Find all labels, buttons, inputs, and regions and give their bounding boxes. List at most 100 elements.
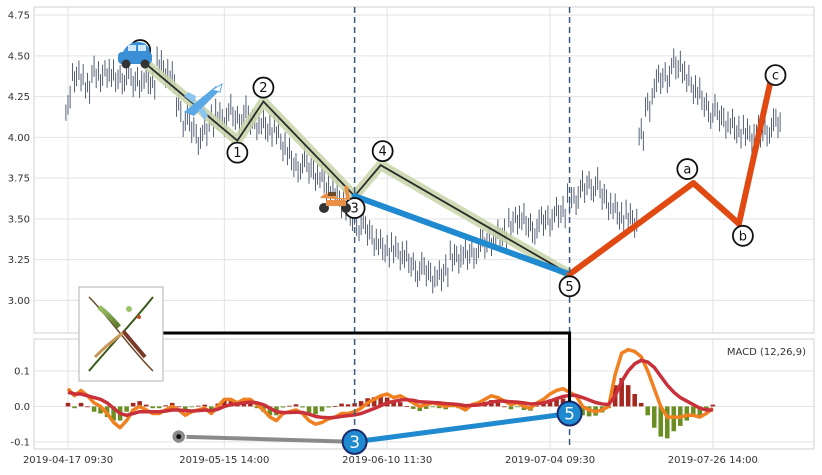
macd-histogram-bar (182, 406, 188, 412)
macd-histogram-bar (313, 406, 318, 415)
macd-histogram-bar (554, 398, 559, 407)
macd-histogram-bar (326, 406, 331, 408)
price-y-tick-label: 3.75 (8, 174, 30, 185)
price-y-tick-label: 4.75 (8, 11, 30, 22)
wave-lines (145, 63, 775, 278)
macd-histogram-bar (358, 401, 364, 407)
macd-histogram-bar (430, 406, 436, 408)
macd-histogram-bar (195, 405, 201, 407)
x-tick-label: 2019-04-17 09:30 (23, 455, 113, 466)
wave-label-circle (252, 76, 275, 99)
macd-histogram-bar (450, 406, 455, 408)
macd-histogram-bar (410, 406, 416, 409)
macd-histogram-bar (684, 406, 690, 421)
macd-panel: -0.10.00.1 35 MACD (12,26,9) 2019-04-17 … (10, 338, 815, 466)
price-y-tick-label: 4.00 (8, 133, 30, 144)
macd-histogram-bar (98, 406, 103, 414)
price-gridlines (34, 7, 814, 333)
macd-histogram-bar (691, 406, 696, 418)
price-y-tick-label: 3.50 (8, 214, 30, 225)
macd-histogram-bar (417, 406, 423, 412)
macd-histogram-bar (697, 406, 703, 416)
wave-label-b: b (739, 229, 747, 244)
macd-histogram-bar (248, 403, 253, 407)
airplane-icon (184, 82, 223, 120)
macd-histogram-bar (300, 406, 305, 408)
macd-histogram-bar (209, 406, 214, 410)
wave-1-5-line (145, 63, 571, 276)
x-axis: 2019-04-17 09:30 2019-05-15 14:00 2019-06-… (23, 455, 758, 466)
macd-lines (66, 347, 714, 430)
macd-histogram-bar (664, 406, 670, 439)
macd-histogram-bar (371, 397, 377, 407)
x-tick-label: 2019-07-04 09:30 (505, 455, 595, 466)
macd-histogram-bar (150, 406, 155, 409)
macd-histogram-bar (710, 404, 716, 407)
macd-histogram-bar (137, 401, 142, 407)
macd-histogram-bar (345, 404, 351, 407)
macd-histogram-bar (85, 406, 90, 408)
macd-histogram-bar (397, 402, 403, 407)
macd-histogram-bar (156, 406, 162, 409)
macd-histogram-bar (339, 403, 344, 407)
macd-histogram-bar (72, 406, 77, 409)
wave-label-5: 5 (565, 280, 573, 295)
macd-histogram-bar (222, 399, 227, 407)
macd-histogram-bar (534, 405, 540, 407)
price-y-tick-label: 4.25 (8, 92, 30, 103)
macd-histogram-bar (404, 406, 409, 407)
macd-wave-overlay: 35 (170, 400, 583, 455)
wave-label-2: 2 (259, 81, 267, 96)
macd-legend: MACD (12,26,9) (727, 347, 806, 358)
price-y-axis: 3.00 3.25 3.50 3.75 4.00 4.25 4.50 4.75 (8, 11, 30, 307)
macd-histogram-bar (495, 402, 501, 407)
macd-histogram-bar (169, 402, 175, 407)
macd-histogram-bar (580, 406, 585, 416)
macd-histogram-bar (235, 405, 240, 407)
macd-histogram-bar (202, 404, 208, 407)
x-tick-label: 2019-06-10 11:30 (342, 455, 432, 466)
macd-histogram-bar (541, 402, 546, 407)
macd-histogram-bar (632, 394, 637, 407)
macd-histogram-bar (437, 406, 442, 409)
macd-histogram-bar (78, 402, 84, 407)
wave-label-circle (371, 140, 394, 163)
macd-wave-segment-grey (178, 434, 355, 444)
wave-label-circle (226, 141, 249, 164)
wave-label-3: 3 (350, 202, 358, 217)
macd-histogram-bar (267, 406, 273, 416)
macd-histogram-bar (111, 406, 116, 421)
x-tick-label: 2019-07-26 14:00 (668, 455, 758, 466)
thumbnail-connector-line (163, 331, 572, 402)
macd-histogram-bar (280, 406, 286, 408)
car-icon (118, 42, 152, 69)
macd-y-axis: -0.1 0.0 0.1 (10, 366, 30, 448)
macd-histogram-bar (423, 406, 429, 409)
macd-histogram-bar (502, 406, 507, 408)
macd-histogram-bar (143, 404, 149, 407)
macd-histogram-bar (508, 406, 514, 410)
macd-histogram-bar (378, 396, 383, 407)
price-panel: 3.003.253.503.754.004.254.504.75 012345a… (8, 6, 815, 334)
macd-histogram-bar (287, 405, 292, 407)
macd-histogram-bar (515, 406, 520, 408)
macd-histogram-bar (130, 402, 136, 407)
macd-histogram-bar (189, 406, 195, 408)
macd-histogram-bar (241, 402, 247, 407)
macd-histogram-bar (254, 406, 260, 409)
macd-histogram-bar (619, 378, 624, 407)
macd-histogram-bar (91, 406, 97, 412)
macd-y-tick-label: 0.0 (14, 402, 30, 413)
wave-label-c: c (772, 69, 779, 84)
macd-wave-marker (341, 428, 368, 455)
macd-histogram-bar (319, 406, 325, 412)
macd-wave-label-5: 5 (564, 405, 575, 425)
wave-label-circle (764, 64, 787, 86)
macd-histogram-bar (65, 402, 71, 407)
macd-wave-label-3: 3 (349, 433, 360, 453)
macd-histogram-bar (645, 406, 651, 416)
price-y-tick-label: 3.25 (8, 255, 30, 266)
macd-histogram-bar (651, 406, 657, 428)
